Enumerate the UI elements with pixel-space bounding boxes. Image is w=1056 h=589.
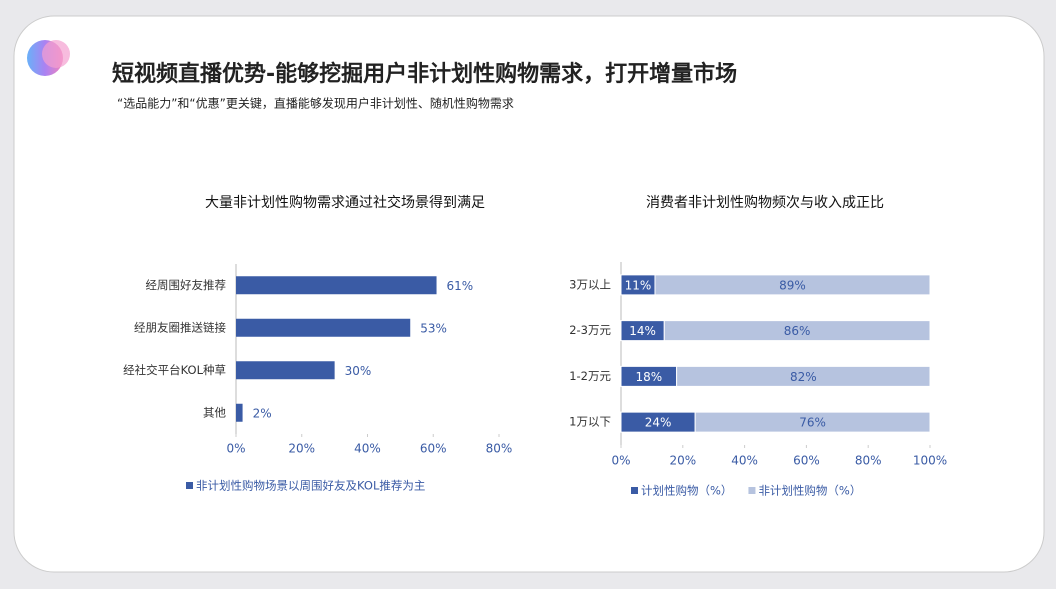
x-tick-label: 40% — [731, 454, 758, 468]
chart-title: 大量非计划性购物需求通过社交场景得到满足 — [205, 194, 485, 211]
slide-title: 短视频直播优势-能够挖掘用户非计划性购物需求，打开增量市场 — [112, 61, 737, 87]
bar — [236, 361, 335, 380]
data-label: 76% — [799, 416, 826, 430]
legend-label: 计划性购物（%） — [641, 484, 732, 498]
data-label: 89% — [779, 278, 806, 292]
y-tick-label: 经社交平台KOL种草 — [123, 363, 226, 377]
data-label: 2% — [253, 406, 272, 420]
legend-label: 非计划性购物场景以周围好友及KOL推荐为主 — [196, 479, 425, 493]
x-tick-label: 80% — [855, 454, 882, 468]
slide-frame — [13, 15, 1045, 573]
bar — [694, 411, 931, 433]
legend-label: 非计划性购物（%） — [758, 484, 861, 498]
y-tick-label: 经周围好友推荐 — [146, 278, 227, 292]
data-label: 18% — [635, 370, 662, 384]
x-tick-label: 20% — [669, 454, 696, 468]
y-tick-label: 1万以下 — [569, 415, 611, 429]
y-tick-label: 经朋友圈推送链接 — [134, 320, 226, 334]
logo — [42, 40, 70, 68]
data-label: 24% — [645, 416, 672, 430]
legend-swatch — [631, 487, 638, 494]
data-label: 53% — [420, 321, 447, 335]
x-tick-label: 0% — [611, 454, 630, 468]
chart-title: 消费者非计划性购物频次与收入成正比 — [646, 195, 884, 211]
y-tick-label: 1-2万元 — [569, 369, 611, 383]
bar — [236, 276, 437, 295]
y-tick-label: 2-3万元 — [569, 323, 611, 337]
x-tick-label: 0% — [226, 442, 245, 456]
legend-swatch — [748, 487, 756, 494]
data-label: 11% — [625, 278, 652, 292]
bar — [236, 403, 243, 422]
x-tick-label: 60% — [420, 442, 447, 456]
x-tick-label: 40% — [354, 442, 381, 456]
legend-swatch — [186, 482, 193, 489]
bar — [676, 365, 931, 387]
x-tick-label: 100% — [913, 454, 947, 468]
data-label: 14% — [629, 324, 656, 338]
slide-subtitle: “选品能力”和“优惠”更关键，直播能够发现用户非计划性、随机性购物需求 — [117, 96, 514, 111]
data-label: 86% — [784, 324, 811, 338]
y-tick-label: 3万以上 — [569, 277, 611, 291]
data-label: 61% — [447, 279, 474, 293]
data-label: 82% — [790, 370, 817, 384]
bar — [236, 318, 411, 337]
x-tick-label: 80% — [486, 442, 513, 456]
data-label: 30% — [345, 364, 372, 378]
x-tick-label: 60% — [793, 454, 820, 468]
x-tick-label: 20% — [288, 442, 315, 456]
y-tick-label: 其他 — [203, 405, 226, 419]
bar — [654, 274, 931, 296]
bar — [663, 320, 931, 342]
